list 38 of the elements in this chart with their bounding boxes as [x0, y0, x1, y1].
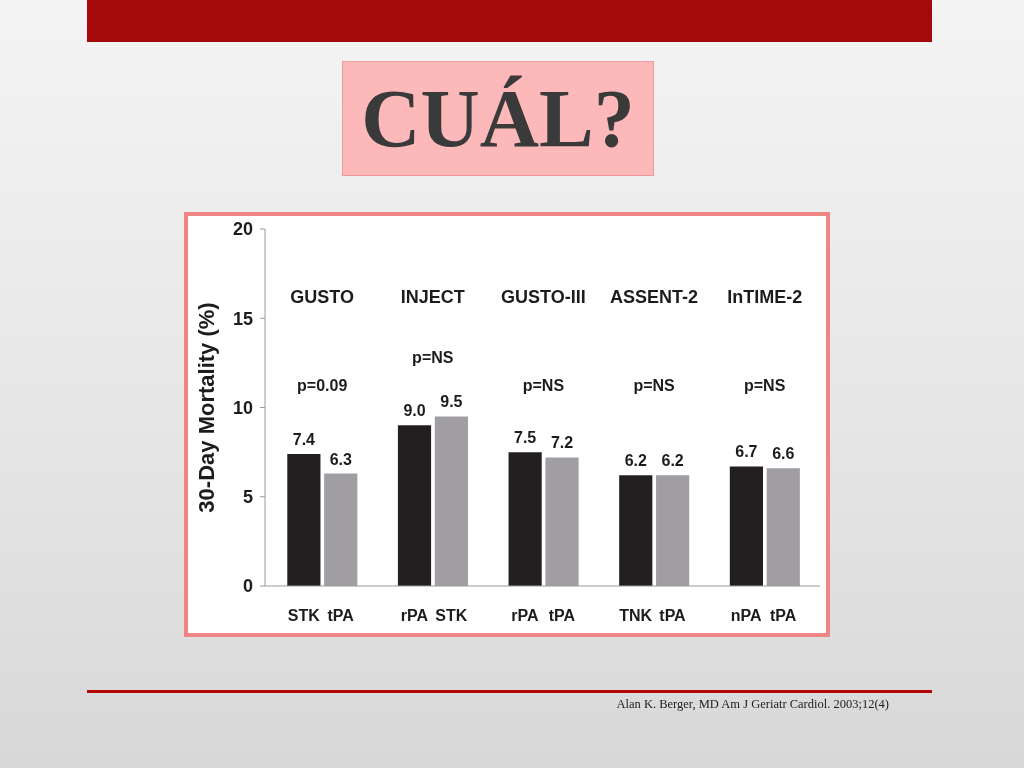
data-label: 6.2: [661, 452, 684, 470]
data-label: 6.6: [772, 445, 795, 463]
text: Alan K. Berger, MD Am J Geriatr Cardiol. 2003;12(4): [616, 697, 889, 712]
y-tick-label: 15: [232, 308, 253, 329]
y-tick-label: 5: [242, 487, 253, 508]
annotation: INJECT: [400, 287, 465, 308]
x-tick-label: rPA: [400, 607, 429, 625]
annotation: p=NS: [744, 377, 786, 395]
annotation: p=0.09: [297, 377, 348, 395]
chart-title: CUÁL?: [361, 72, 635, 164]
annotation: ASSENT-2: [610, 287, 699, 308]
data-label: 7.5: [514, 429, 537, 447]
x-tick-label: tPA: [769, 607, 797, 625]
y-axis-title: 30-Day Mortality (%): [193, 302, 219, 513]
x-tick-label: nPA: [730, 607, 763, 625]
annotation: p=NS: [412, 349, 454, 368]
data-label: 9.5: [440, 393, 463, 411]
y-tick-label: 20: [232, 219, 253, 240]
x-tick-label: STK: [435, 607, 468, 625]
data-label: 6.2: [624, 452, 647, 470]
data-label: 6.3: [329, 450, 352, 468]
annotation: InTIME-2: [727, 287, 803, 308]
data-label: 9.0: [403, 402, 426, 420]
annotation: p=NS: [633, 377, 675, 395]
annotation: p=NS: [522, 377, 565, 395]
x-tick-label: STK: [287, 607, 321, 625]
data-label: 7.2: [550, 434, 574, 452]
data-label: 7.4: [292, 430, 316, 448]
annotation: GUSTO: [290, 287, 354, 308]
x-tick-label: tPA: [659, 607, 687, 625]
x-tick-label: rPA: [511, 607, 540, 625]
annotation: GUSTO-III: [501, 287, 586, 308]
x-tick-label: TNK: [619, 607, 653, 625]
x-tick-label: tPA: [548, 607, 576, 625]
data-label: 6.7: [735, 443, 758, 461]
y-tick-label: 0: [242, 576, 253, 597]
x-tick-label: tPA: [327, 607, 355, 625]
y-tick-label: 10: [232, 397, 253, 418]
